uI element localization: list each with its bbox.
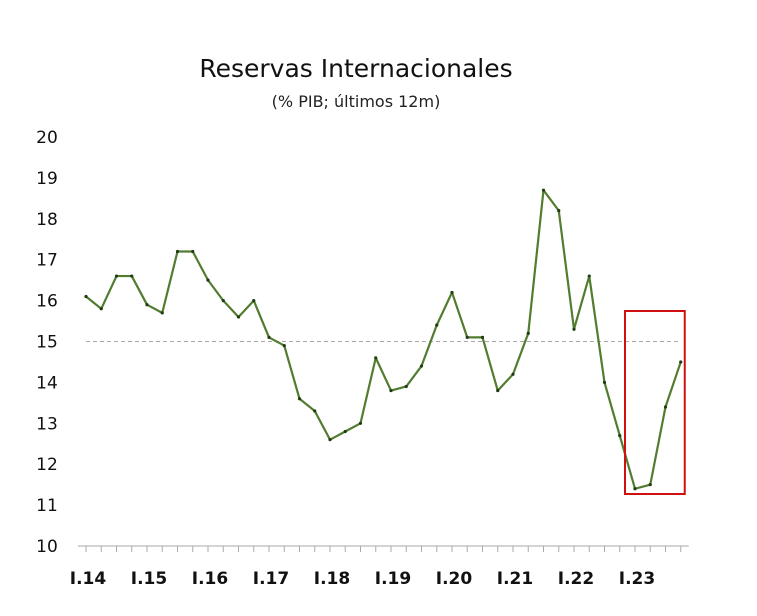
data-point — [419, 364, 424, 368]
x-axis: I.14 I.15 I.16 I.17 I.18 I.19 I.20 I.21 I.22 I.23 — [70, 545, 689, 589]
x-tick-label: I.21 — [497, 569, 533, 589]
data-point — [328, 438, 332, 442]
data-point — [679, 360, 683, 364]
y-tick-label: 12 — [36, 455, 58, 475]
series-line — [85, 189, 682, 490]
data-point — [206, 278, 210, 282]
y-tick-label: 17 — [36, 251, 58, 271]
data-point — [435, 323, 439, 327]
data-point — [236, 315, 241, 319]
data-point — [511, 372, 515, 376]
data-point — [389, 388, 393, 393]
data-point — [602, 380, 607, 384]
data-point — [648, 483, 652, 487]
data-point — [145, 303, 149, 307]
data-point — [252, 299, 256, 303]
y-tick-label: 19 — [36, 169, 58, 189]
data-point — [267, 335, 271, 340]
y-tick-label: 16 — [36, 292, 58, 312]
chart-subtitle: (% PIB; últimos 12m) — [272, 92, 441, 111]
y-tick-label: 18 — [36, 210, 58, 230]
x-tick-label: I.20 — [436, 569, 473, 589]
x-tick-label: I.15 — [131, 569, 167, 589]
data-point — [663, 405, 668, 409]
data-point — [160, 311, 164, 315]
data-point — [114, 274, 119, 278]
chart-title: Reservas Internacionales — [199, 54, 512, 83]
data-point — [175, 249, 180, 254]
highlight-layer — [624, 310, 686, 495]
y-axis: 10 11 12 13 14 15 16 17 18 19 20 — [36, 128, 58, 557]
data-point — [526, 331, 530, 335]
data-point — [587, 274, 591, 278]
data-point — [541, 188, 546, 192]
data-point — [374, 356, 378, 360]
data-point — [99, 307, 103, 311]
data-point — [450, 290, 454, 295]
data-point — [130, 274, 134, 278]
data-point — [282, 343, 286, 348]
data-point — [358, 421, 363, 425]
data-point — [404, 384, 408, 389]
y-tick-label: 13 — [36, 414, 58, 434]
data-point — [297, 397, 302, 401]
x-tick-label: I.23 — [619, 569, 655, 589]
x-tick-label: I.22 — [558, 569, 594, 589]
data-point — [221, 299, 225, 303]
x-tick-label: I.16 — [192, 569, 228, 589]
y-tick-label: 15 — [36, 333, 58, 353]
data-point — [633, 487, 637, 491]
data-point — [496, 388, 500, 393]
y-tick-label: 20 — [36, 128, 58, 148]
data-point — [465, 335, 469, 340]
y-tick-label: 14 — [36, 373, 58, 393]
series-layer — [84, 188, 683, 491]
y-tick-label: 10 — [36, 537, 58, 557]
x-tick-label: I.17 — [253, 569, 289, 589]
data-point — [84, 294, 88, 299]
data-point — [618, 433, 622, 438]
x-tick-label: I.19 — [375, 569, 411, 589]
highlight-box — [624, 310, 686, 495]
data-point — [191, 249, 195, 254]
x-tick-label: I.18 — [314, 569, 350, 589]
y-tick-label: 11 — [36, 496, 58, 516]
data-point — [557, 209, 561, 213]
data-point — [313, 409, 317, 413]
data-point — [343, 429, 347, 434]
x-tick-label: I.14 — [70, 569, 107, 589]
data-point — [480, 335, 485, 340]
data-point — [572, 327, 576, 331]
